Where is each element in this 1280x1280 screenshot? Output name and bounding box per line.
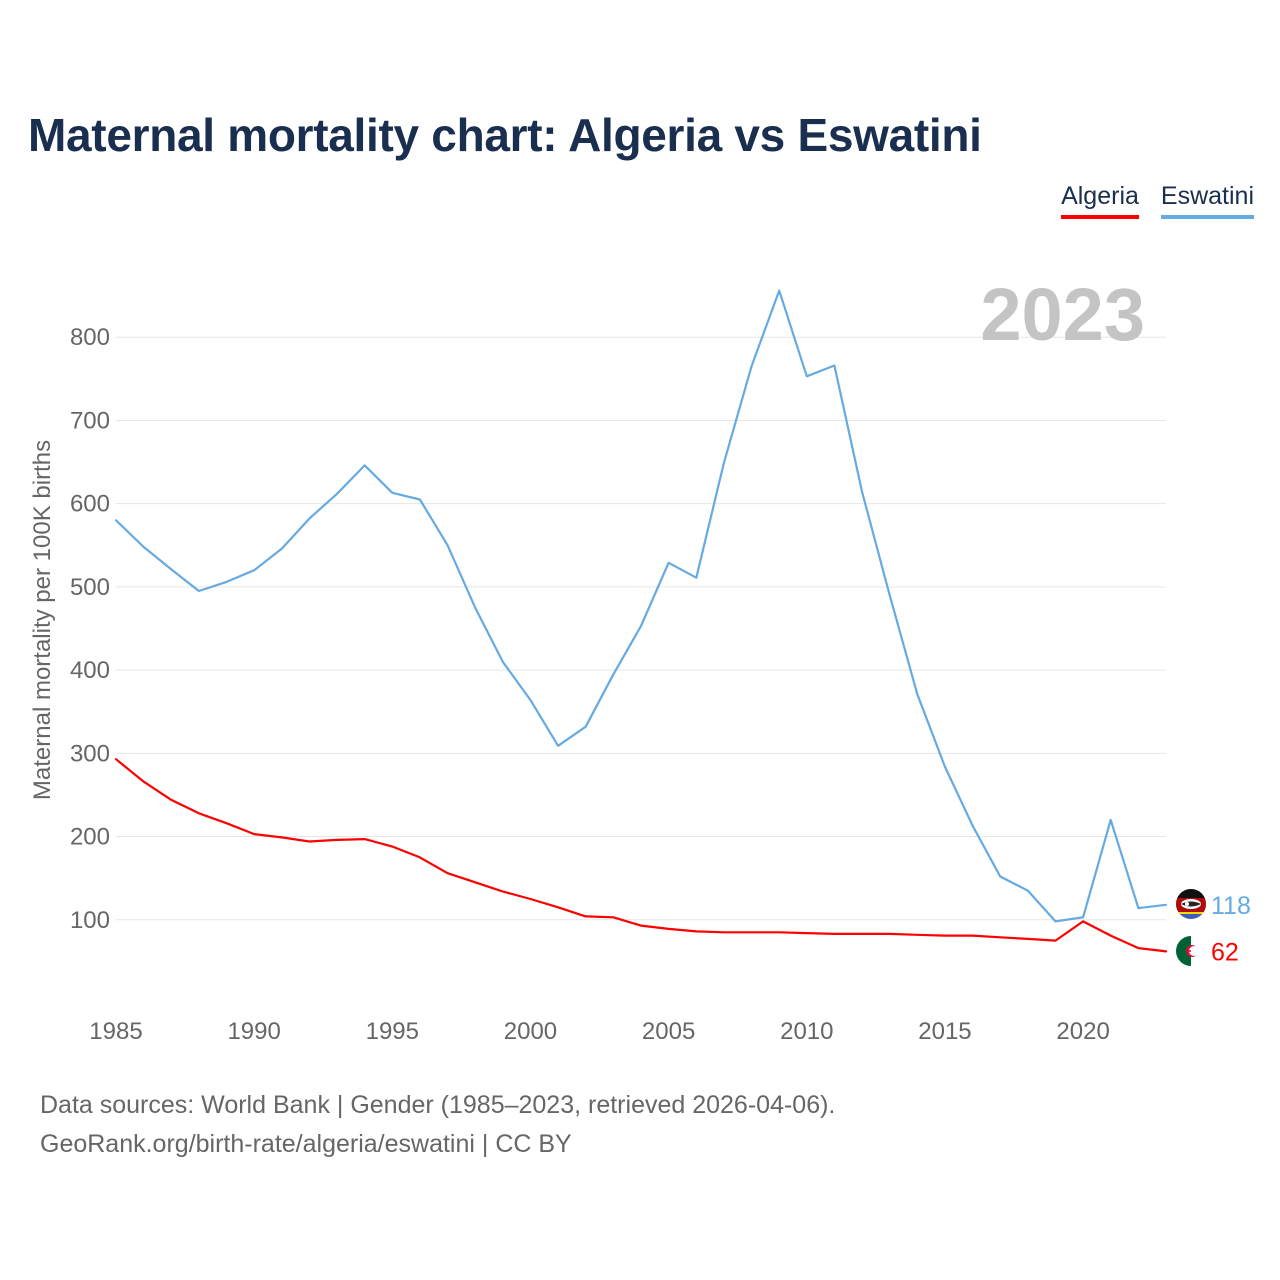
y-tick-label: 600 [70,491,110,518]
x-tick-label: 1985 [89,1018,142,1045]
x-tick-label: 2005 [642,1018,695,1045]
x-tick-label: 1990 [227,1018,280,1045]
y-tick-label: 100 [70,907,110,934]
legend-item-eswatini[interactable]: Eswatini [1160,182,1254,219]
x-tick-label: 1995 [366,1018,419,1045]
chart-title: Maternal mortality chart: Algeria vs Esw… [28,109,982,161]
series-line-eswatini [114,289,1168,923]
x-tick-label: 2010 [780,1018,833,1045]
y-tick-label: 500 [70,574,110,601]
credit-link[interactable]: GeoRank.org/birth-rate/algeria/eswatini … [40,1130,572,1158]
end-label-eswatini: 118 [1211,892,1251,920]
y-tick-label: 800 [70,324,110,351]
end-markers [1176,889,1206,966]
eswatini-flag-icon [1176,889,1206,919]
grid-lines [116,336,1166,921]
y-tick-label: 700 [70,407,110,434]
end-labels: 62 118 [1211,892,1251,967]
legend: Algeria Eswatini [1061,182,1254,219]
y-axis-label: Maternal mortality per 100K births [29,440,56,800]
y-tick-label: 200 [70,824,110,851]
series-lines [114,289,1168,953]
x-tick-label: 2020 [1056,1018,1109,1045]
x-axis-ticks: 1985 1990 1995 2000 2005 2010 2015 2020 [89,1018,1109,1045]
year-label: 2023 [980,273,1145,356]
data-sources: Data sources: World Bank | Gender (1985–… [40,1091,836,1119]
end-label-algeria: 62 [1211,938,1239,966]
x-tick-label: 2000 [504,1018,557,1045]
x-tick-label: 2015 [918,1018,971,1045]
legend-item-algeria[interactable]: Algeria [1061,182,1139,219]
y-axis-ticks: 100 200 300 400 500 600 700 800 [70,324,110,934]
footer: Data sources: World Bank | Gender (1985–… [40,1086,835,1164]
algeria-flag-icon [1176,936,1206,966]
y-tick-label: 400 [70,657,110,684]
series-line-algeria [114,758,1168,953]
y-tick-label: 300 [70,740,110,767]
